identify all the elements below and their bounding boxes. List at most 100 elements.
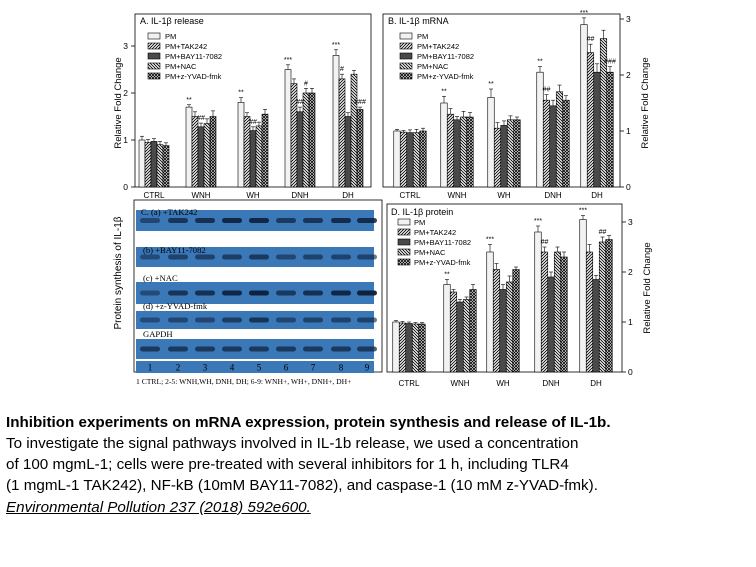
- bar-pm-dh: [579, 219, 587, 373]
- x-tick-label: CTRL: [400, 191, 421, 200]
- blot-row-label: (c) +NAC: [143, 273, 178, 283]
- significance-marker: **: [537, 59, 543, 66]
- bar-tak242-wnh: [191, 116, 199, 188]
- blot-band: [249, 218, 269, 223]
- legend-swatch-pm: [397, 218, 411, 226]
- panel-d-ytick-label: 3: [628, 217, 633, 227]
- blot-band: [249, 254, 269, 260]
- bar-tak242-ctrl: [144, 142, 152, 188]
- significance-marker: ***: [486, 237, 494, 244]
- bar-z-yvad-fmk-ctrl: [419, 130, 427, 188]
- bar-bay11-7082-ctrl: [150, 141, 158, 188]
- blot-band: [331, 290, 351, 296]
- legend-swatch-bay: [397, 238, 411, 246]
- legend-label: PM: [414, 218, 425, 227]
- bar-tak242-wnh: [446, 113, 455, 188]
- lane-number: 8: [339, 363, 344, 373]
- x-tick-label: WNH: [450, 379, 469, 388]
- panel-d-legend: PM PM+TAK242 PM+BAY11-7082 PM+NAC PM+z-Y…: [397, 218, 471, 267]
- x-tick-label: WH: [497, 191, 511, 200]
- legend-label: PM+BAY11-7082: [417, 52, 474, 61]
- lane-number: 3: [203, 363, 208, 373]
- bar-bay11-7082-dh: [344, 116, 352, 188]
- bar-nac-dnh: [302, 92, 310, 188]
- blot-band: [140, 317, 160, 323]
- legend-swatch-zyvad: [399, 72, 413, 80]
- significance-marker: ##: [197, 115, 205, 122]
- bar-nac-dh: [598, 241, 607, 373]
- significance-marker: ##: [296, 99, 304, 106]
- legend-swatch-zyvad: [147, 72, 161, 80]
- caption-reference[interactable]: Environmental Pollution 237 (2018) 592e6…: [6, 499, 311, 516]
- panel-b-ytick-label: 3: [626, 14, 631, 24]
- bar-pm-wnh: [440, 102, 448, 188]
- significance-marker: #: [304, 80, 308, 87]
- legend-label: PM+NAC: [417, 62, 449, 71]
- legend-swatch-bay: [147, 52, 161, 60]
- bar-z-yvad-fmk-dnh: [560, 256, 568, 373]
- x-tick-label: DNH: [544, 191, 562, 200]
- bar-pm-wh: [486, 251, 494, 373]
- blot-band: [357, 290, 377, 296]
- bar-bay11-7082-wh: [249, 130, 257, 188]
- blot-band: [276, 290, 296, 296]
- bar-z-yvad-fmk-wh: [512, 269, 520, 373]
- legend-label: PM+BAY11-7082: [165, 52, 222, 61]
- significance-marker: ##: [587, 36, 595, 43]
- significance-marker: ***: [579, 208, 587, 215]
- bar-nac-ctrl: [412, 132, 421, 188]
- bar-z-yvad-fmk-ctrl: [162, 145, 170, 188]
- bar-pm-dh: [580, 24, 588, 188]
- panel-b-ylabel: Relative Fold Change: [640, 57, 651, 148]
- blot-band: [222, 218, 242, 223]
- bar-z-yvad-fmk-wh: [261, 113, 269, 188]
- legend-swatch-nac: [397, 248, 411, 256]
- blot-band: [276, 218, 296, 223]
- significance-marker: **: [488, 81, 494, 88]
- panel-c: Protein synthesis of IL-1β C. (a) +TAK24…: [113, 199, 383, 386]
- legend-swatch-tak242: [147, 42, 161, 50]
- panel-a-ytick-label: 1: [123, 135, 128, 145]
- bar-z-yvad-fmk-dnh: [308, 92, 316, 188]
- panel-b-title: B. IL-1β mRNA: [388, 16, 449, 26]
- panel-b-legend: PM PM+TAK242 PM+BAY11-7082 PM+NAC PM+z-Y…: [399, 32, 474, 81]
- bar-z-yvad-fmk-wh: [513, 119, 521, 188]
- blot-band: [331, 317, 351, 323]
- blot-band: [140, 290, 160, 296]
- legend-label: PM: [417, 32, 428, 41]
- bar-bay11-7082-wh: [499, 289, 507, 373]
- x-tick-label: DH: [342, 191, 354, 200]
- x-tick-label: WNH: [447, 191, 466, 200]
- significance-marker: **: [238, 90, 244, 97]
- blot-band: [168, 218, 188, 223]
- x-tick-label: CTRL: [144, 191, 165, 200]
- bar-tak242-wh: [492, 269, 501, 373]
- lane-number: 1: [148, 363, 153, 373]
- lane-number: 5: [257, 363, 262, 373]
- blot-band: [303, 218, 323, 223]
- x-tick-label: DNH: [291, 191, 309, 200]
- bar-nac-dnh: [555, 91, 564, 188]
- lane-number: 4: [230, 363, 235, 373]
- bar-pm-dh: [332, 55, 340, 188]
- blot-band: [276, 254, 296, 260]
- bar-tak242-ctrl: [398, 322, 407, 373]
- significance-marker: **: [186, 97, 192, 104]
- legend-swatch-nac: [147, 62, 161, 70]
- caption-line: To investigate the signal pathways invol…: [6, 435, 579, 452]
- blot-band: [195, 254, 215, 260]
- legend-swatch-zyvad: [397, 258, 411, 266]
- legend-swatch-pm: [147, 32, 161, 40]
- bar-nac-ctrl: [411, 323, 420, 373]
- significance-marker: ##: [541, 239, 549, 246]
- bar-tak242-ctrl: [399, 131, 408, 188]
- panel-a: Relative Fold Change A. IL-1β release 0 …: [113, 13, 372, 200]
- blot-band: [140, 346, 160, 352]
- bar-pm-ctrl: [138, 139, 146, 188]
- legend-label: PM+BAY11-7082: [414, 238, 471, 247]
- significance-marker: ###: [604, 59, 616, 66]
- panel-a-ytick-label: 0: [123, 182, 128, 192]
- bar-nac-wnh: [459, 116, 468, 188]
- blot-band: [195, 290, 215, 296]
- bar-z-yvad-fmk-dh: [356, 109, 364, 188]
